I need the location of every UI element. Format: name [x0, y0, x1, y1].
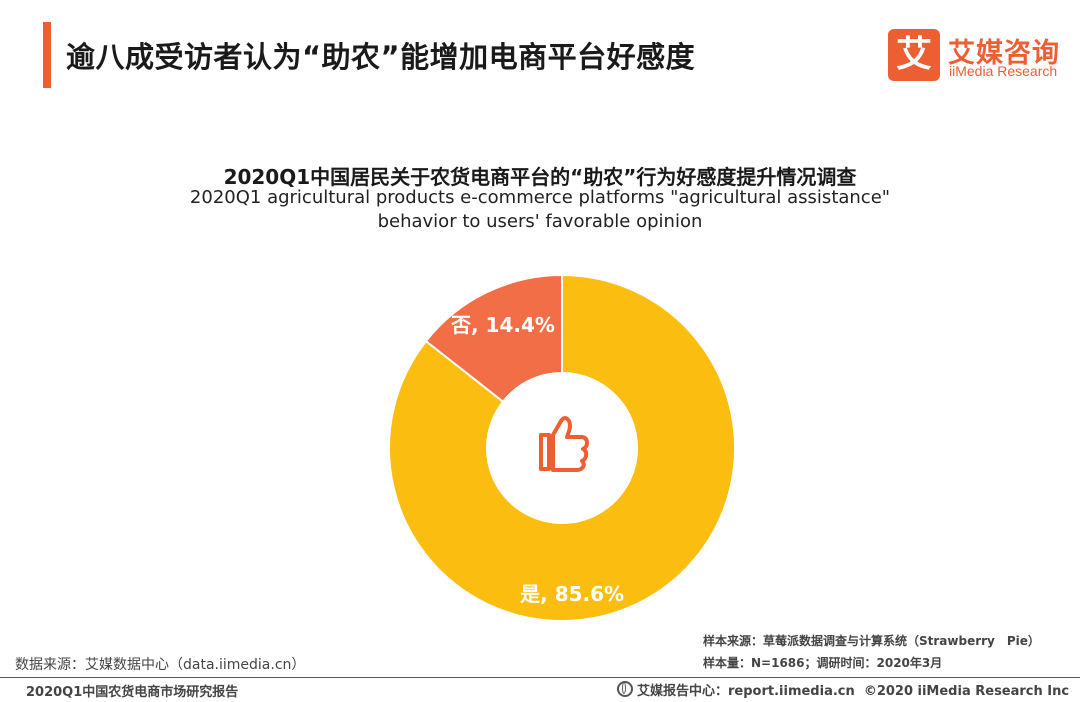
logo-mark: 艾 — [888, 29, 940, 81]
footer-report-name: 2020Q1中国农货电商市场研究报告 — [26, 685, 239, 700]
page-title: 逾八成受访者认为“助农”能增加电商平台好感度 — [66, 40, 696, 74]
chart-title: 2020Q1中国居民关于农货电商平台的“助农”行为好感度提升情况调查 — [223, 165, 857, 189]
data-source-note: 数据来源：艾媒数据中心（data.iimedia.cn） — [15, 657, 306, 673]
globe-icon — [617, 681, 633, 697]
donut-slice-no — [424, 273, 563, 404]
copyright-text: ©2020 iiMedia Research Inc — [863, 684, 1070, 699]
chart-subtitle-line2: behavior to users' favorable opinion — [377, 211, 703, 232]
logo-name-en: iiMedia Research — [949, 63, 1058, 79]
report-center-link[interactable]: 艾媒报告中心：report.iimedia.cn — [637, 684, 855, 699]
title-accent-bar — [43, 22, 51, 88]
sample-info-note: 样本量：N=1686；调研时间：2020年3月 — [703, 656, 943, 670]
chart-subtitle-line1: 2020Q1 agricultural products e-commerce … — [189, 187, 891, 208]
iimedia-logo: 艾 艾媒咨询 iiMedia Research — [888, 29, 1068, 83]
sample-source-note: 样本来源：草莓派数据调查与计算系统（Strawberry Pie） — [703, 634, 1040, 648]
thumbs-up-icon — [539, 416, 589, 472]
footer-credits: 艾媒报告中心：report.iimedia.cn ©2020 iiMedia R… — [617, 680, 1069, 699]
donut-slice-yes — [388, 273, 736, 622]
slice-label-no: 否, 14.4% — [450, 313, 555, 337]
slice-label-yes: 是, 85.6% — [519, 582, 624, 606]
logo-name-cn: 艾媒咨询 — [948, 38, 1060, 69]
footer-divider — [0, 677, 1080, 678]
